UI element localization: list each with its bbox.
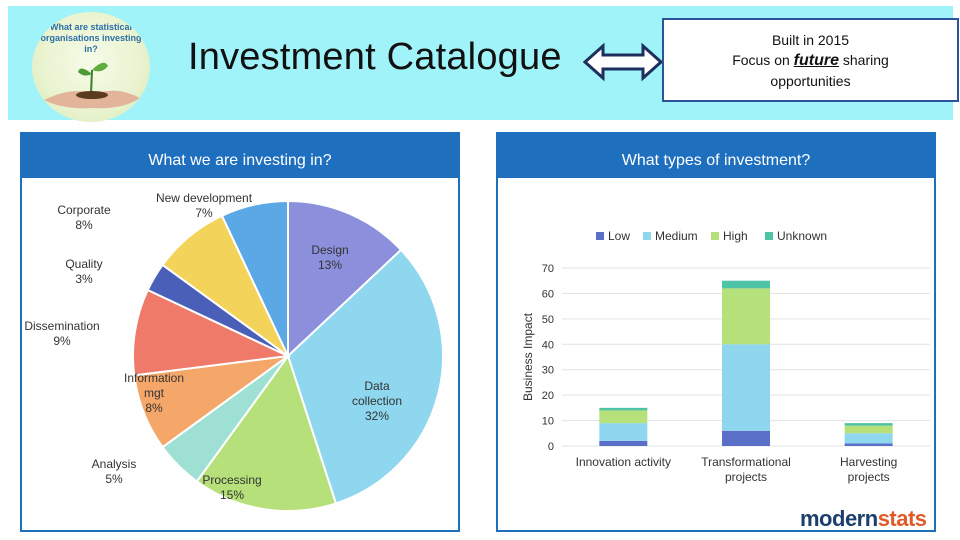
pie-data-label: New development 7% xyxy=(156,191,253,220)
bar-segment xyxy=(599,407,648,411)
pie-data-label: Design 13% xyxy=(311,243,348,272)
pie-data-label: Information mgt 8% xyxy=(124,371,184,415)
bar-segment xyxy=(599,423,648,441)
legend-swatch xyxy=(765,232,773,240)
bar-segment xyxy=(722,280,770,289)
legend-entry: Low xyxy=(608,229,630,243)
legend-swatch xyxy=(711,232,719,240)
bar-segment xyxy=(844,433,893,444)
modernstats-logo: modernstats xyxy=(800,506,927,531)
callout-line-2: Focus on future sharing xyxy=(732,52,889,69)
pie-chart: Design 13% Data collection 32% Processing 15% A… xyxy=(24,191,444,512)
pie-slice xyxy=(195,353,338,512)
pie-slice xyxy=(132,288,292,377)
left-panel-title: What we are investing in? xyxy=(20,132,460,178)
seedling-hands-icon xyxy=(44,62,140,109)
x-category-label: Innovation activity xyxy=(576,455,671,469)
pie-data-label: Data collection 32% xyxy=(352,379,402,423)
callout-line-3: opportunities xyxy=(770,73,851,89)
double-arrow-icon xyxy=(583,42,663,82)
y-tick-label: 60 xyxy=(542,288,554,300)
x-category-label: Harvesting projects xyxy=(840,455,897,484)
y-tick-label: 0 xyxy=(548,441,554,453)
y-tick-label: 20 xyxy=(542,390,554,402)
callout-line-1: Built in 2015 xyxy=(771,32,850,48)
page-title: Investment Catalogue xyxy=(188,36,562,78)
y-axis-label: Business Impact xyxy=(521,312,535,401)
header-banner: What are statistical organisations inves… xyxy=(8,6,959,122)
legend-entry: Unknown xyxy=(777,229,827,243)
pie-data-label: Corporate 8% xyxy=(57,203,111,232)
callout-emphasis: future xyxy=(793,52,839,69)
legend-swatch xyxy=(643,232,651,240)
pie-slice xyxy=(287,199,403,359)
x-category-label: Transformational projects xyxy=(701,455,791,484)
pie-slice xyxy=(286,248,444,505)
callout-box: Built in 2015 Focus on future sharing op… xyxy=(662,18,959,102)
bar-segment xyxy=(722,288,770,345)
bar-segment xyxy=(722,430,770,446)
y-tick-label: 40 xyxy=(542,339,554,351)
bar-segment xyxy=(722,344,770,431)
legend-entry: High xyxy=(723,229,748,243)
y-tick-label: 10 xyxy=(542,416,554,428)
logo: What are statistical organisations inves… xyxy=(32,12,150,122)
y-tick-label: 70 xyxy=(542,263,554,275)
pie-data-label: Processing 15% xyxy=(202,473,261,502)
legend-entry: Medium xyxy=(655,229,698,243)
pie-data-label: Dissemination 9% xyxy=(24,319,99,348)
bar-segment xyxy=(844,443,893,446)
bar-chart-panel: Low Medium High Unknown 0 10 20 30 40 50 60 70 Busin… xyxy=(496,178,936,532)
bar-segment xyxy=(844,423,893,426)
bar-segment xyxy=(599,410,648,424)
pie-data-label: Analysis 5% xyxy=(92,457,137,486)
legend-swatch xyxy=(596,232,604,240)
bar-segment xyxy=(599,440,648,446)
stacked-bar-chart: Low Medium High Unknown 0 10 20 30 40 50 60 70 Busin… xyxy=(521,229,930,484)
bar-segment xyxy=(844,425,893,434)
y-tick-label: 50 xyxy=(542,314,554,326)
pie-chart-panel: Design 13% Data collection 32% Processing 15% A… xyxy=(20,178,460,532)
pie-slice xyxy=(220,199,289,357)
logo-text: What are statistical organisations inves… xyxy=(40,22,142,54)
y-tick-label: 30 xyxy=(542,365,554,377)
pie-data-label: Quality 3% xyxy=(65,257,102,286)
right-panel-title: What types of investment? xyxy=(496,132,936,178)
